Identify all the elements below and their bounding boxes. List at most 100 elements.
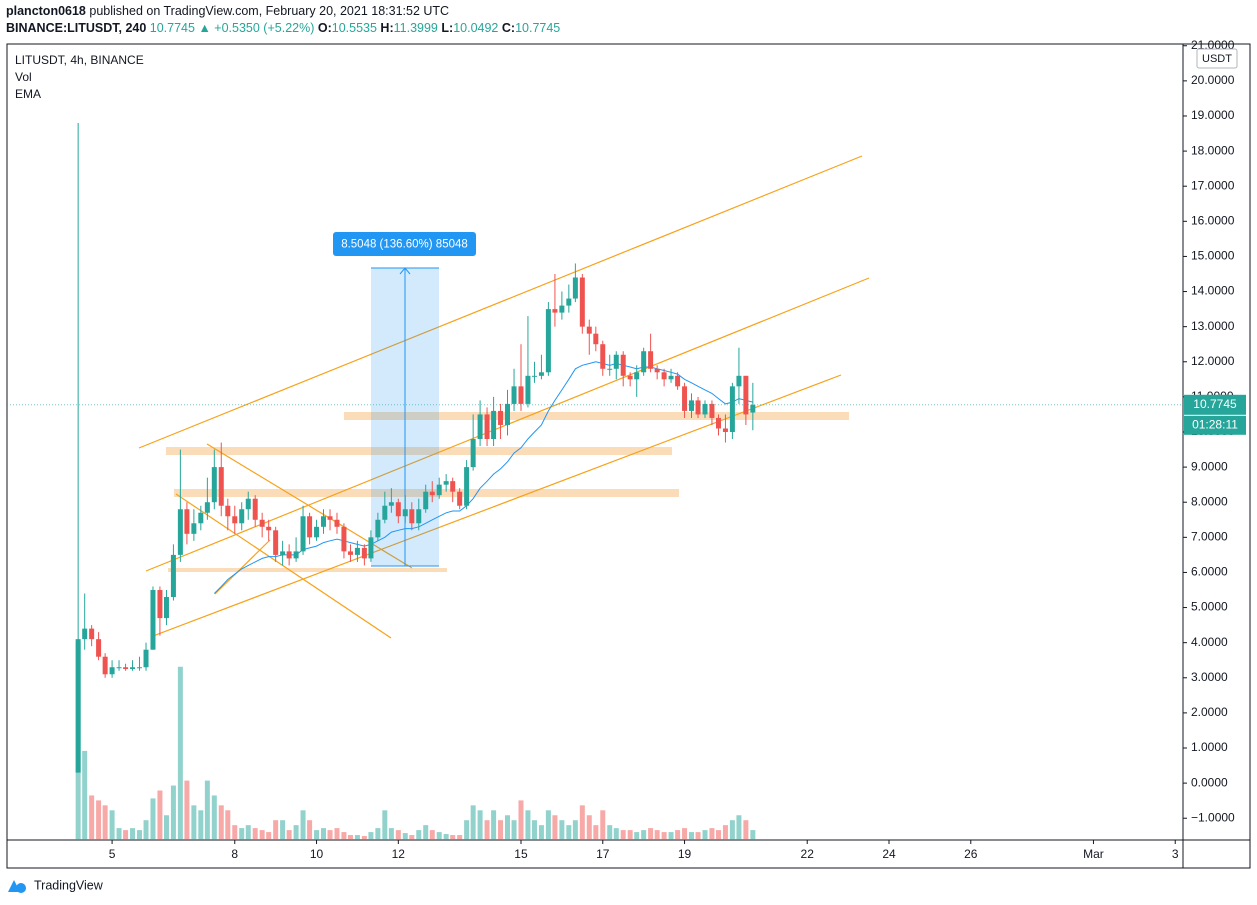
trend-line [175, 493, 392, 639]
y-tick-label: 15.0000 [1191, 249, 1235, 263]
candle-body [470, 439, 476, 468]
currency-box [1196, 48, 1238, 69]
candle-body [320, 516, 326, 527]
y-tick-label: 4.0000 [1191, 635, 1228, 649]
candle-body [750, 404, 756, 413]
candle-body [559, 305, 565, 313]
volume-bar [123, 830, 129, 840]
candle-body [286, 551, 292, 559]
candle-body [252, 498, 258, 520]
published-line: plancton0618 published on TradingView.co… [6, 4, 449, 18]
candle-body [648, 351, 654, 369]
measure-label: 8.5048 (136.60%) 85048 [341, 239, 468, 251]
volume-bar [464, 820, 470, 840]
volume-bar [191, 805, 197, 840]
volume-bar [232, 825, 238, 840]
volume-bar [130, 828, 136, 840]
volume-bar [116, 828, 122, 840]
volume-bar [641, 830, 647, 840]
y-tick-label: 18.0000 [1191, 143, 1235, 157]
candle-body [116, 667, 122, 669]
candle-body [334, 519, 340, 527]
volume-bar [675, 830, 681, 840]
volume-bar [579, 805, 585, 840]
y-tick-label: 2.0000 [1191, 705, 1228, 719]
candle-body [531, 375, 537, 377]
volume-bar [491, 810, 497, 840]
volume-bar [709, 828, 715, 840]
candle-body [429, 491, 435, 496]
volume-bar [531, 820, 537, 840]
volume-bar [273, 820, 279, 840]
candle-body [498, 410, 504, 425]
volume-bar [375, 828, 381, 840]
h-label: H: [380, 21, 393, 35]
volume-bar [572, 820, 578, 840]
zone [166, 447, 672, 455]
volume-bar [450, 835, 456, 840]
volume-bar [743, 820, 749, 840]
volume-bar [511, 820, 517, 840]
volume-bar [102, 805, 108, 840]
volume-bar [648, 828, 654, 840]
candle-body [96, 639, 102, 657]
volume-bar [498, 820, 504, 840]
volume-bar [715, 830, 721, 840]
last-price-box [1184, 394, 1246, 415]
l: 10.0492 [453, 21, 498, 35]
volume-bar [518, 800, 524, 840]
candle-body [654, 368, 660, 373]
y-tick-label: 8.0000 [1191, 494, 1228, 508]
volume-bar [157, 790, 163, 840]
candle-body [709, 403, 715, 418]
volume-bar [245, 825, 251, 840]
volume-bar [204, 780, 210, 840]
trend-line [152, 374, 842, 637]
y-tick-label: 9.0000 [1191, 459, 1228, 473]
volume-bar [382, 810, 388, 840]
candle-body [354, 547, 360, 555]
candle-body [613, 354, 619, 369]
volume-bar [218, 805, 224, 840]
candle-body [423, 491, 429, 510]
l-label: L: [441, 21, 453, 35]
volume-bar [689, 832, 695, 840]
published: published on TradingView.com, February 2… [89, 4, 449, 18]
candle-body [218, 467, 224, 506]
y-tick-label: 21.0000 [1191, 38, 1235, 52]
x-tick-label: 19 [678, 847, 692, 861]
volume-bar [177, 666, 183, 840]
candle-body [504, 403, 510, 425]
volume-bar [627, 830, 633, 840]
volume-bar [559, 820, 565, 840]
volume-bar [470, 805, 476, 840]
volume-bar [416, 830, 422, 840]
candle-body [607, 368, 613, 370]
candle-body [341, 526, 347, 552]
volume-bar [96, 800, 102, 840]
volume-bar [702, 830, 708, 840]
candle-body [477, 414, 483, 440]
candle-body [259, 519, 265, 527]
candle-body [177, 509, 183, 555]
candle-body [450, 481, 456, 492]
candle-body [163, 597, 169, 619]
candle-body [552, 309, 558, 313]
candle-body [593, 333, 599, 345]
volume-bar [300, 810, 306, 840]
x-tick-label: Mar [1083, 847, 1104, 861]
c: 10.7745 [515, 21, 560, 35]
candle-body [198, 512, 204, 524]
volume-bar [347, 835, 353, 840]
volume-bar [395, 830, 401, 840]
h: 11.3999 [394, 21, 438, 35]
x-tick-label: 5 [109, 847, 116, 861]
last-price: 10.7745 [1193, 397, 1237, 411]
x-tick-label: 15 [514, 847, 528, 861]
volume-bar [545, 810, 551, 840]
volume-bar [661, 832, 667, 840]
countdown-box [1184, 415, 1246, 435]
volume-bar [443, 834, 449, 840]
y-tick-label: 16.0000 [1191, 213, 1235, 227]
